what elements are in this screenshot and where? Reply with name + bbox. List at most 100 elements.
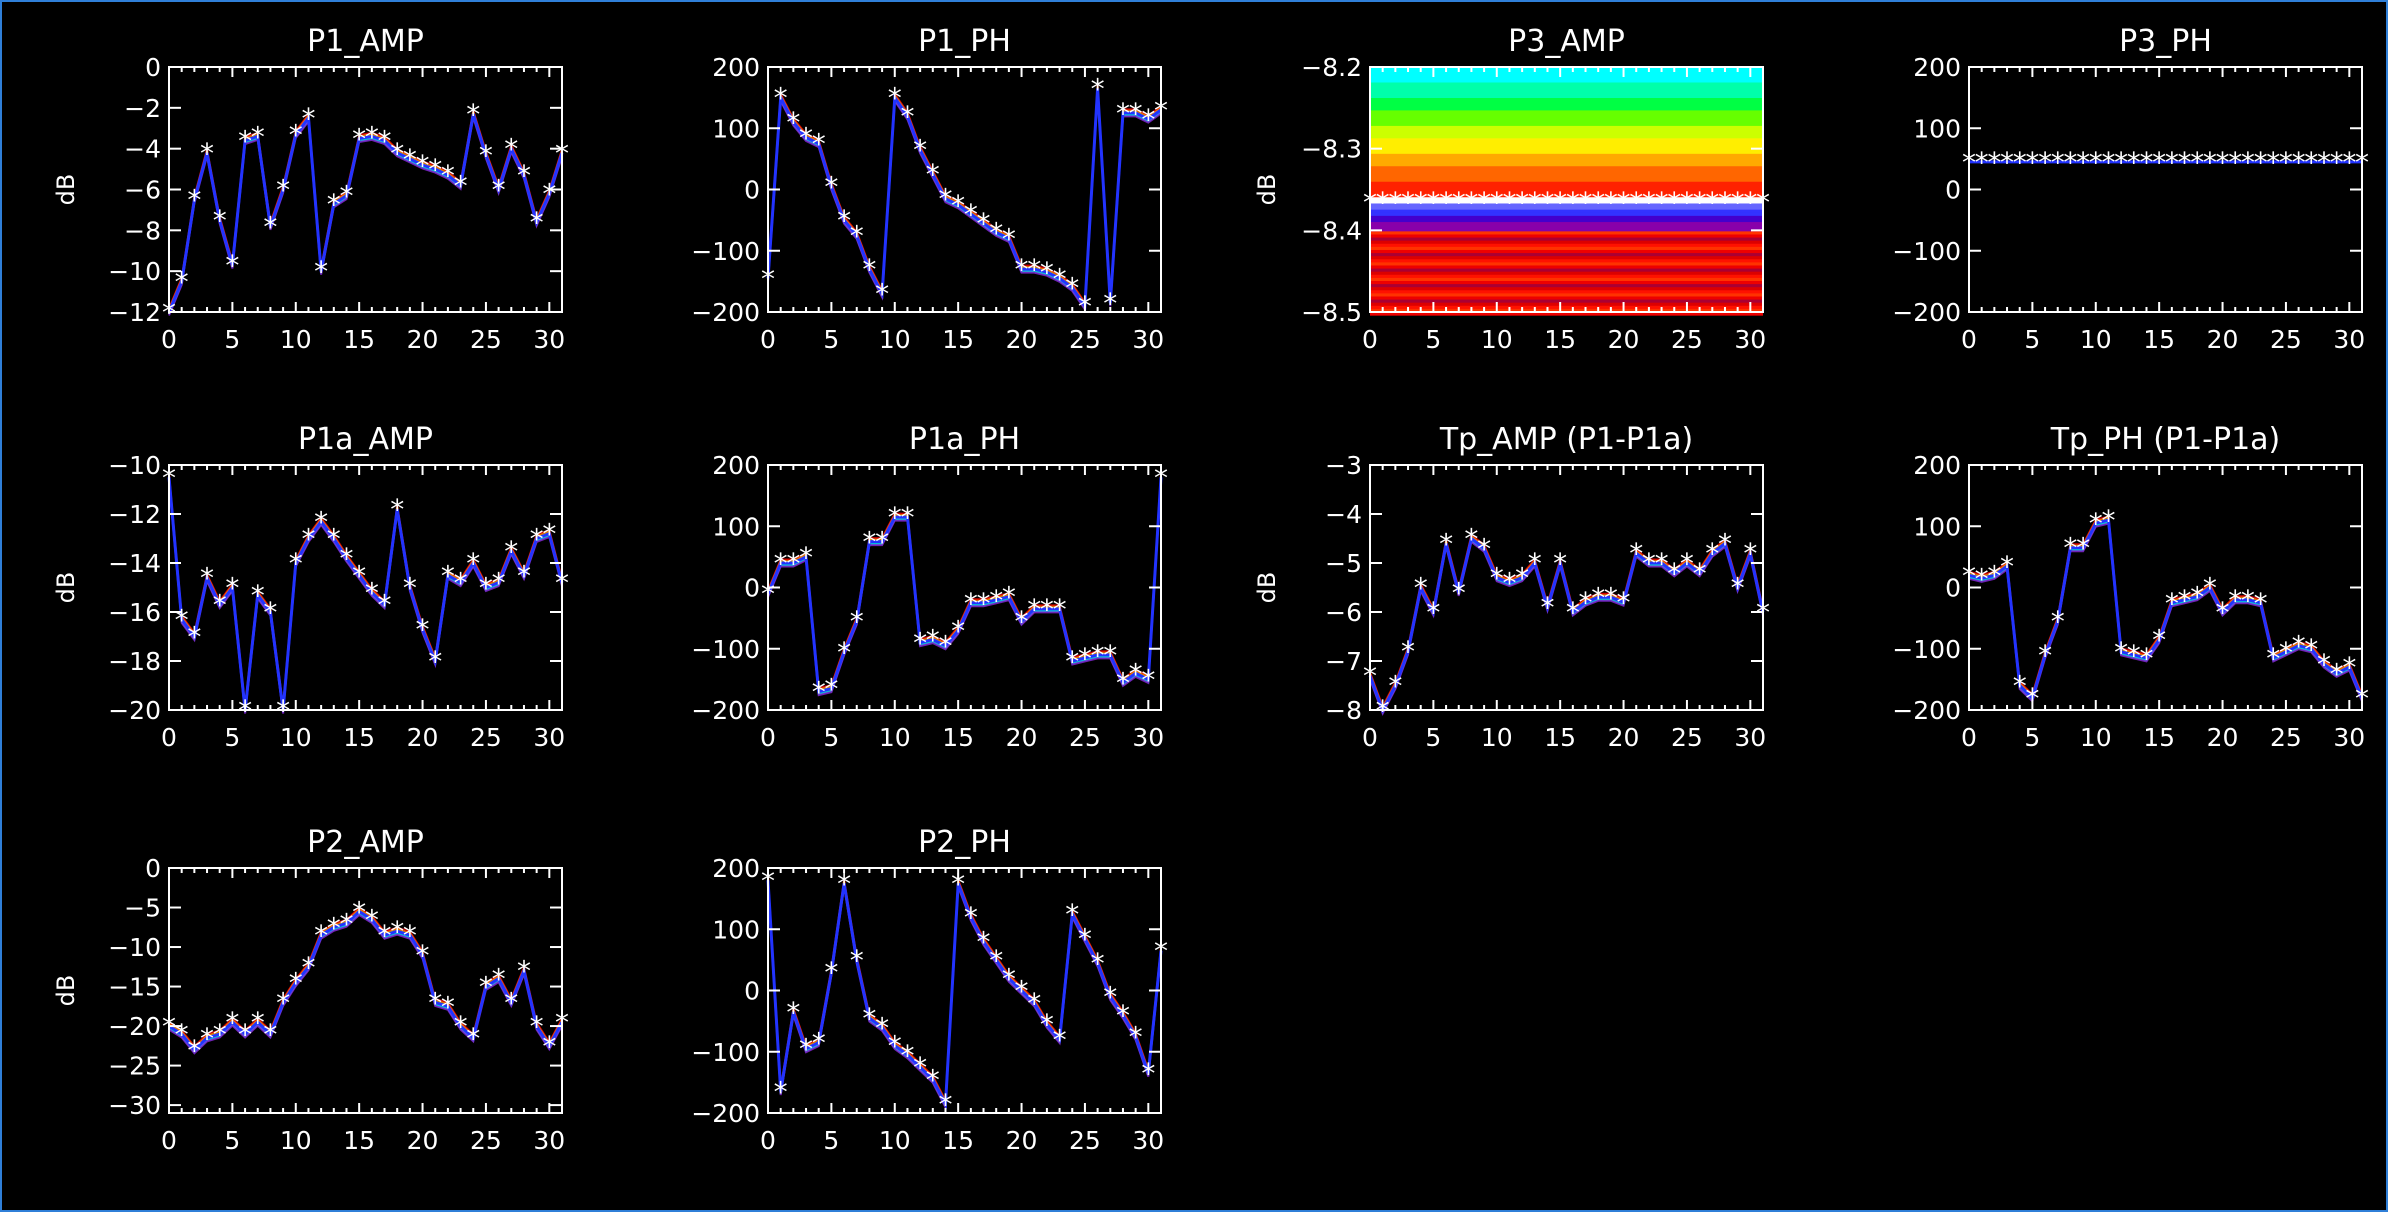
y-axis-label: dB xyxy=(1253,174,1281,206)
x-tick-label: 30 xyxy=(1734,723,1766,752)
data-point: * xyxy=(2063,146,2077,179)
series-line xyxy=(1968,518,2364,701)
band xyxy=(1370,184,1763,189)
y-tick-label: 200 xyxy=(712,451,760,480)
data-point: * xyxy=(1515,186,1529,219)
data-point: * xyxy=(1604,186,1618,219)
data-point: * xyxy=(799,121,813,154)
data-point: * xyxy=(390,493,404,526)
data-point: * xyxy=(938,183,952,216)
data-point: * xyxy=(2013,670,2027,703)
y-tick-label: 200 xyxy=(1913,451,1961,480)
data-point: * xyxy=(2317,648,2331,681)
data-point: * xyxy=(862,253,876,286)
y-axis-label: dB xyxy=(52,174,80,206)
band xyxy=(1370,222,1763,226)
data-point: * xyxy=(2216,146,2230,179)
data-point: * xyxy=(492,174,506,207)
data-point: * xyxy=(1680,186,1694,219)
data-point: * xyxy=(517,559,531,592)
band xyxy=(1370,160,1763,164)
data-point: * xyxy=(2025,682,2039,715)
data-point: * xyxy=(1452,576,1466,609)
data-point: * xyxy=(1655,547,1669,580)
data-point: * xyxy=(314,255,328,288)
band xyxy=(1370,156,1763,161)
y-tick-label: −100 xyxy=(691,1038,760,1067)
x-tick-label: 30 xyxy=(1132,723,1164,752)
data-point: * xyxy=(888,82,902,115)
data-point: * xyxy=(1540,186,1554,219)
chart-title: Tp_AMP (P1-P1a) xyxy=(1439,422,1693,457)
data-point: * xyxy=(2266,642,2280,675)
data-point: * xyxy=(339,180,353,213)
y-tick-label: −6 xyxy=(124,176,161,205)
band xyxy=(1370,166,1763,170)
y-tick-label: −200 xyxy=(691,298,760,327)
data-point: * xyxy=(352,122,366,155)
data-point: * xyxy=(251,579,265,612)
band xyxy=(1370,231,1763,236)
x-tick-label: 25 xyxy=(470,723,502,752)
data-point: * xyxy=(2342,651,2356,684)
x-tick-label: 15 xyxy=(1544,325,1576,354)
data-point: * xyxy=(1975,146,1989,179)
x-tick-label: 10 xyxy=(1481,723,1513,752)
y-tick-label: −12 xyxy=(108,500,161,529)
data-point: * xyxy=(1693,557,1707,590)
band xyxy=(1370,104,1763,108)
x-tick-label: 30 xyxy=(1132,1126,1164,1155)
data-point: * xyxy=(2114,146,2128,179)
band xyxy=(1370,150,1763,155)
data-point: * xyxy=(1103,639,1117,672)
data-point: * xyxy=(786,996,800,1029)
data-point: * xyxy=(913,627,927,660)
band xyxy=(1370,218,1763,223)
data-point: * xyxy=(466,98,480,131)
band xyxy=(1370,296,1763,301)
chart-title: P2_PH xyxy=(918,825,1011,860)
chart-p3_ph: P3_PH********************************0 5 1… xyxy=(1892,24,2369,354)
x-tick-label: 0 xyxy=(161,723,177,752)
data-point: * xyxy=(1091,639,1105,672)
data-point: * xyxy=(517,159,531,192)
y-tick-label: −4 xyxy=(1325,500,1362,529)
x-tick-label: 25 xyxy=(1069,1126,1101,1155)
data-point: * xyxy=(1705,537,1719,570)
data-point: * xyxy=(542,518,556,551)
data-point: * xyxy=(1129,1020,1143,1053)
data-point: * xyxy=(799,541,813,574)
data-point: * xyxy=(504,535,518,568)
data-point: * xyxy=(1426,596,1440,629)
data-point: * xyxy=(989,944,1003,977)
band xyxy=(1370,290,1763,294)
x-tick-label: 30 xyxy=(533,325,565,354)
axis-box xyxy=(1369,66,1764,313)
x-tick-label: 20 xyxy=(1608,325,1640,354)
data-point: * xyxy=(2190,581,2204,614)
data-point: * xyxy=(1464,186,1478,219)
data-point: * xyxy=(352,895,366,928)
data-point: * xyxy=(799,1033,813,1066)
data-point: * xyxy=(2051,605,2065,638)
band xyxy=(1370,268,1763,273)
data-point: * xyxy=(1027,987,1041,1020)
y-tick-label: 200 xyxy=(712,53,760,82)
x-tick-label: 0 xyxy=(760,325,776,354)
data-point: * xyxy=(1015,975,1029,1008)
data-point: * xyxy=(2279,636,2293,669)
data-point: * xyxy=(913,134,927,167)
x-tick-label: 15 xyxy=(343,325,375,354)
x-tick-label: 5 xyxy=(2024,723,2040,752)
y-tick-label: −10 xyxy=(108,933,161,962)
y-tick-label: −100 xyxy=(1892,635,1961,664)
band xyxy=(1370,256,1763,260)
series-line xyxy=(1368,535,1765,714)
data-point: * xyxy=(1414,186,1428,219)
data-point: * xyxy=(2127,146,2141,179)
data-point: * xyxy=(238,1018,252,1051)
data-point: * xyxy=(900,501,914,534)
data-point: * xyxy=(1401,186,1415,219)
data-point: * xyxy=(2152,146,2166,179)
series-trace xyxy=(168,908,563,1050)
